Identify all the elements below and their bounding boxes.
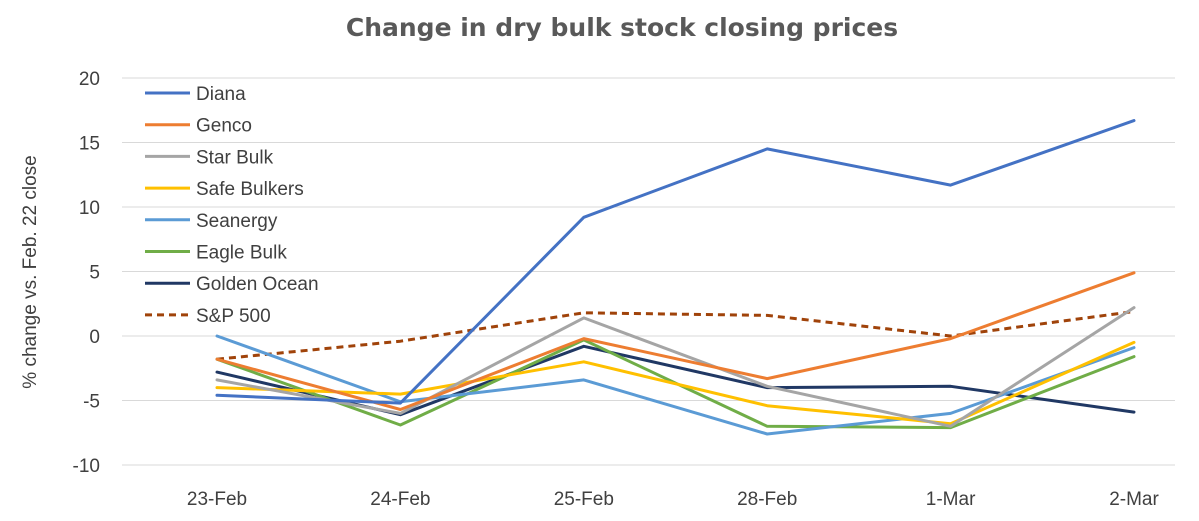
legend-label: S&P 500 bbox=[196, 306, 271, 327]
series-line-star-bulk bbox=[215, 306, 1136, 428]
y-tick-label: 0 bbox=[89, 327, 100, 348]
y-tick-label: 15 bbox=[79, 134, 100, 155]
legend-label: Eagle Bulk bbox=[196, 243, 287, 264]
legend-label: Diana bbox=[196, 84, 246, 105]
y-axis-label: % change vs. Feb. 22 close bbox=[20, 155, 41, 388]
legend-label: Golden Ocean bbox=[196, 274, 319, 295]
y-tick-label: -5 bbox=[83, 392, 100, 413]
gridlines bbox=[122, 77, 1175, 466]
x-tick-label: 24-Feb bbox=[370, 489, 430, 510]
legend-label: Seanergy bbox=[196, 211, 278, 232]
series-lines bbox=[215, 119, 1136, 436]
y-tick-labels: -10 -5 0 5 10 15 20 bbox=[73, 69, 100, 477]
y-tick-label: -10 bbox=[73, 456, 100, 477]
series-line-s-p-500 bbox=[216, 310, 1135, 361]
chart-title: Change in dry bulk stock closing prices bbox=[346, 13, 898, 42]
y-tick-label: 20 bbox=[79, 69, 100, 90]
x-tick-label: 1-Mar bbox=[926, 489, 976, 510]
x-tick-labels: 23-Feb 24-Feb 25-Feb 28-Feb 1-Mar 2-Mar bbox=[187, 489, 1160, 510]
legend-label: Genco bbox=[196, 116, 252, 137]
legend: Diana Genco Star Bulk Safe Bulkers Seanergy E… bbox=[145, 84, 319, 327]
y-tick-label: 5 bbox=[89, 263, 100, 284]
series-line-diana bbox=[215, 119, 1136, 405]
legend-label: Safe Bulkers bbox=[196, 179, 304, 200]
x-tick-label: 2-Mar bbox=[1109, 489, 1159, 510]
series-line-safe-bulkers bbox=[215, 340, 1136, 426]
x-tick-label: 28-Feb bbox=[737, 489, 797, 510]
series-line-seanergy bbox=[215, 334, 1136, 436]
series-line-genco bbox=[215, 271, 1136, 411]
x-tick-label: 25-Feb bbox=[554, 489, 614, 510]
x-tick-label: 23-Feb bbox=[187, 489, 247, 510]
legend-label: Star Bulk bbox=[196, 147, 274, 168]
y-tick-label: 10 bbox=[79, 198, 100, 219]
